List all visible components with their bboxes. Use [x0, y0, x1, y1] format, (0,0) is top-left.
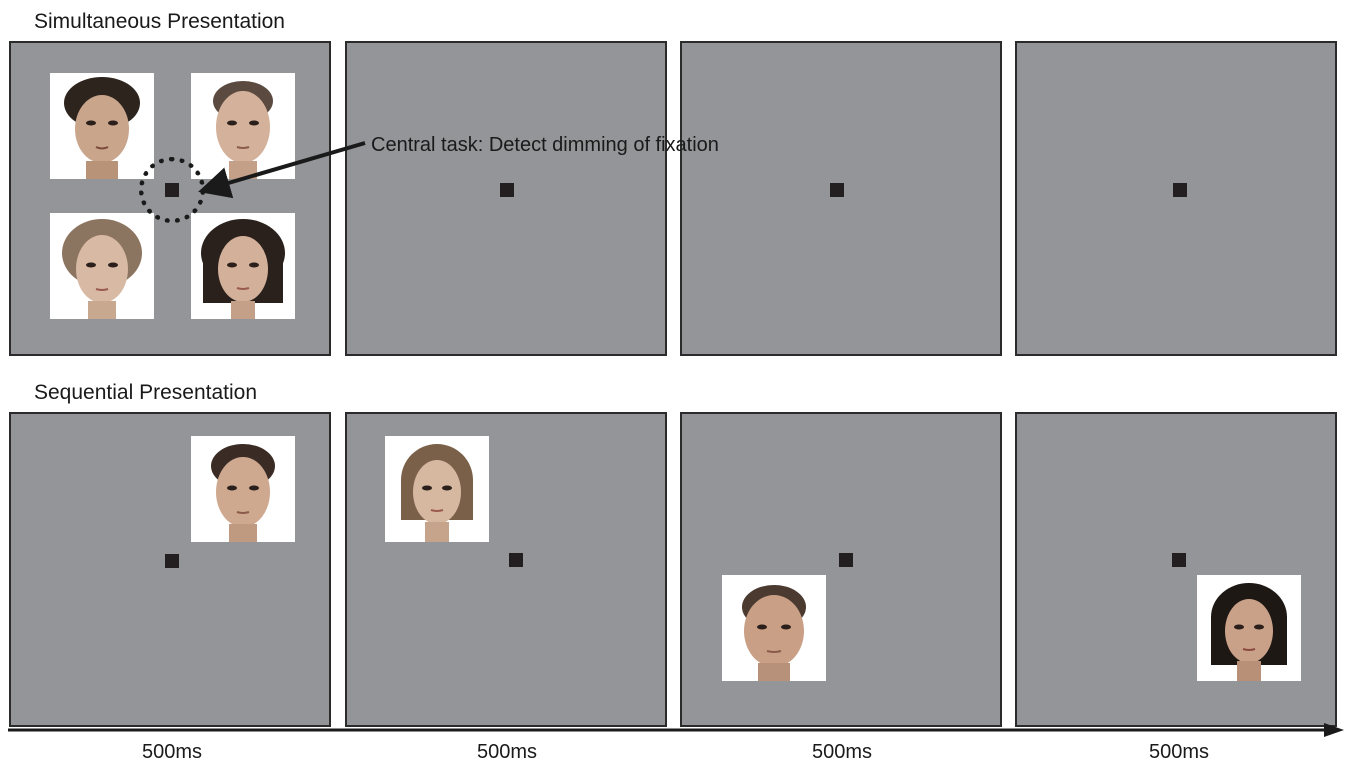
duration-label-4: 500ms: [1148, 741, 1210, 763]
face-photo-female-1: [50, 213, 154, 319]
face-photo-icon: [64, 77, 140, 179]
fixation-square: [830, 183, 844, 197]
face-photo-icon: [211, 444, 275, 542]
duration-label-2: 500ms: [476, 741, 538, 763]
sequential-screen-4: [1015, 412, 1337, 727]
face-photo-icon: [401, 444, 473, 542]
duration-label-1: 500ms: [141, 741, 203, 763]
simultaneous-screen-2: [345, 41, 667, 356]
face-photo-female-4: [1197, 575, 1301, 681]
face-photo-icon: [213, 81, 273, 179]
sequential-screen-3: [680, 412, 1002, 727]
face-photo-female-2: [191, 213, 295, 319]
fixation-square: [165, 183, 179, 197]
fixation-square: [1173, 183, 1187, 197]
face-photo-icon: [742, 585, 806, 681]
simultaneous-screen-4: [1015, 41, 1337, 356]
face-photo-icon: [62, 219, 142, 319]
duration-label-3: 500ms: [811, 741, 873, 763]
fixation-square: [1172, 553, 1186, 567]
fixation-square: [839, 553, 853, 567]
central-task-annotation: Central task: Detect dimming of fixation: [371, 134, 719, 156]
face-photo-male-3: [191, 436, 295, 542]
face-photo-icon: [201, 219, 285, 319]
fixation-square: [165, 554, 179, 568]
face-photo-male-2: [191, 73, 295, 179]
face-photo-female-3: [385, 436, 489, 542]
face-photo-icon: [1211, 583, 1287, 681]
face-photo-male-4: [722, 575, 826, 681]
fixation-square: [509, 553, 523, 567]
sequential-screen-2: [345, 412, 667, 727]
sequential-title: Sequential Presentation: [34, 381, 257, 404]
simultaneous-screen-1: [9, 41, 331, 356]
sequential-screen-1: [9, 412, 331, 727]
simultaneous-title: Simultaneous Presentation: [34, 10, 285, 33]
fixation-square: [500, 183, 514, 197]
simultaneous-screen-3: [680, 41, 1002, 356]
face-photo-male-1: [50, 73, 154, 179]
